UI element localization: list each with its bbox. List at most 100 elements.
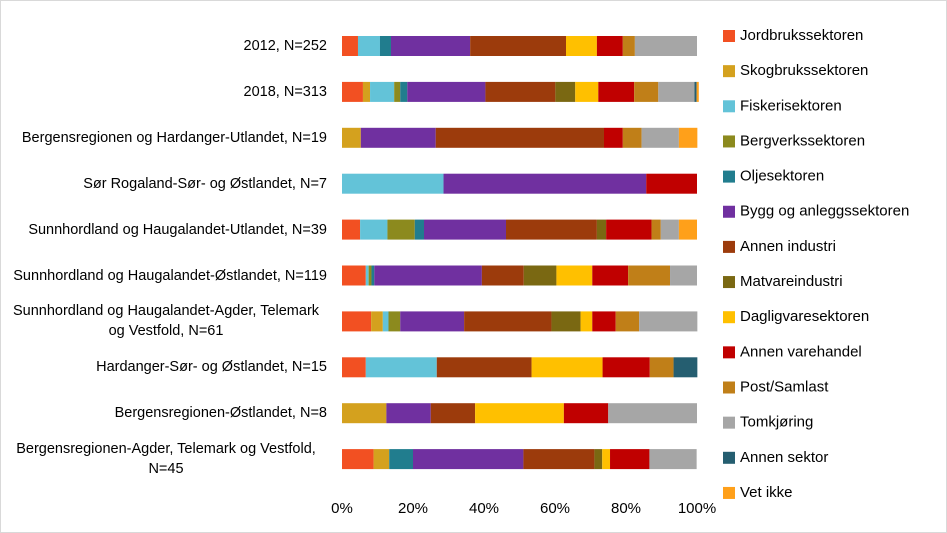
bar-segment xyxy=(566,36,597,56)
bar-segment xyxy=(386,403,431,424)
category-label: 2012, N=252 xyxy=(1,36,327,56)
legend-label: Annen varehandel xyxy=(740,343,862,360)
bar-segment xyxy=(673,357,698,378)
legend-swatch xyxy=(723,65,735,78)
bar-segment xyxy=(649,357,674,378)
bar-segment xyxy=(602,449,611,470)
bar-segment xyxy=(646,173,697,194)
bar-segment xyxy=(523,449,595,470)
bar-segment xyxy=(389,449,413,470)
bar-segment xyxy=(342,127,361,148)
bar-segment xyxy=(678,127,698,148)
legend-label: Dagligvaresektoren xyxy=(740,308,869,325)
bar-segment xyxy=(394,81,401,102)
bar-segment xyxy=(368,265,372,286)
bar-segment xyxy=(387,219,415,240)
bar-segment xyxy=(606,219,652,240)
category-text: Sunnhordland og Haugalandet-Utlandet, N=… xyxy=(28,221,327,238)
bar-segment xyxy=(370,81,395,102)
bar-segment xyxy=(400,311,465,332)
bar-segment xyxy=(622,36,635,56)
legend-swatch xyxy=(723,276,735,289)
bar-segment xyxy=(563,403,609,424)
bar-segment xyxy=(407,81,486,102)
legend-swatch xyxy=(723,486,735,499)
bar-segment xyxy=(551,311,581,332)
bar-segment xyxy=(610,449,650,470)
legend-label: Annen sektor xyxy=(740,449,828,466)
legend-swatch xyxy=(723,240,735,253)
category-text: Bergensregionen-Agder, Telemark og Vestf… xyxy=(16,441,316,478)
legend-swatch xyxy=(723,346,735,359)
legend-label: Matvareindustri xyxy=(740,273,843,290)
x-tick-label: 40% xyxy=(469,500,499,517)
legend-label: Vet ikke xyxy=(740,484,793,501)
category-label: Bergensregionen og Hardanger-Utlandet, N… xyxy=(1,128,327,148)
bar-segment xyxy=(470,36,567,56)
bar-segment xyxy=(365,357,437,378)
bar-segment xyxy=(475,403,564,424)
legend-label: Skogbrukssektoren xyxy=(740,62,868,79)
legend-label: Fiskerisektoren xyxy=(740,97,842,114)
legend-swatch xyxy=(723,170,735,183)
bar-segment xyxy=(365,265,369,286)
bar-segment xyxy=(342,219,361,240)
legend-label: Jordbrukssektoren xyxy=(740,27,863,44)
bar-segment xyxy=(641,127,679,148)
bar-segment xyxy=(342,36,358,56)
bar-segment xyxy=(443,173,647,194)
category-label: Hardanger-Sør- og Østlandet, N=15 xyxy=(1,357,327,377)
legend-swatch xyxy=(723,311,735,324)
bar-segment xyxy=(357,36,380,56)
category-label: Sunnhordland og Haugalandet-Agder, Telem… xyxy=(1,301,327,341)
bar-segment xyxy=(342,403,387,424)
bar-segment xyxy=(575,81,599,102)
bar-segment xyxy=(602,357,650,378)
bar-segment xyxy=(523,265,557,286)
bar-segment xyxy=(374,265,482,286)
legend-label: Annen industri xyxy=(740,238,836,255)
bar-segment xyxy=(670,265,697,286)
legend-label: Bygg og anleggssektoren xyxy=(740,203,909,220)
category-text: Bergensregionen og Hardanger-Utlandet, N… xyxy=(21,129,327,146)
legend-label: Bergverkssektoren xyxy=(740,132,865,149)
bar-segment xyxy=(506,219,597,240)
bar-segment xyxy=(342,265,366,286)
bar-segment xyxy=(371,265,375,286)
category-text: Hardanger-Sør- og Østlandet, N=15 xyxy=(96,359,327,376)
bar-segment xyxy=(592,265,629,286)
legend-swatch xyxy=(723,416,735,429)
category-label: Sunnhordland og Haugalandet-Østlandet, N… xyxy=(1,266,327,286)
category-text: Sør Rogaland-Sør- og Østlandet, N=7 xyxy=(83,175,327,192)
category-label: Bergensregionen-Agder, Telemark og Vestf… xyxy=(1,439,327,479)
legend-swatch xyxy=(723,135,735,148)
category-text: 2018, N=313 xyxy=(243,83,327,100)
bar-segment xyxy=(608,403,697,424)
bar-segment xyxy=(424,219,507,240)
bar-segment xyxy=(436,357,532,378)
bar-segment xyxy=(414,219,425,240)
bar-segment xyxy=(660,219,679,240)
category-text: Sunnhordland og Haugalandet-Agder, Telem… xyxy=(12,303,320,340)
category-label: Bergensregionen-Østlandet, N=8 xyxy=(1,403,327,423)
legend-label: Post/Samlast xyxy=(740,378,829,395)
bar-segment xyxy=(464,311,552,332)
bar-segment xyxy=(649,449,697,470)
bar-segment xyxy=(342,311,372,332)
bar-segment xyxy=(531,357,603,378)
category-text: 2012, N=252 xyxy=(243,38,327,54)
bar-segment xyxy=(628,265,671,286)
x-tick-label: 100% xyxy=(678,500,716,517)
bar-segment xyxy=(596,219,607,240)
bar-segment xyxy=(594,449,603,470)
bar-segment xyxy=(430,403,476,424)
bar-segment xyxy=(555,81,576,102)
bar-segment xyxy=(413,449,524,470)
bar-segment xyxy=(342,173,444,194)
bar-segment xyxy=(639,311,698,332)
x-tick-label: 0% xyxy=(331,500,353,517)
legend-label: Tomkjøring xyxy=(740,414,813,431)
category-label: Sør Rogaland-Sør- og Østlandet, N=7 xyxy=(1,174,327,194)
